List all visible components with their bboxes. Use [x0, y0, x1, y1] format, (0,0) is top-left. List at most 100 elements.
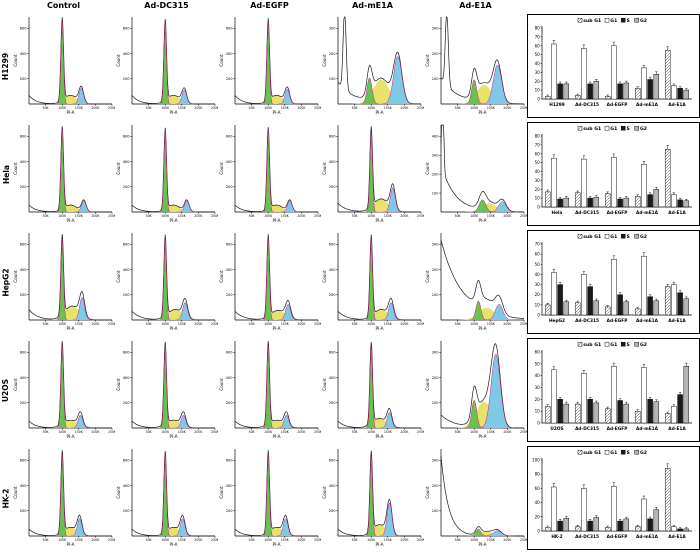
x-axis-label: PI-A: [272, 110, 280, 115]
x-tick-label: 50K: [352, 430, 359, 434]
model-fit-line: [480, 64, 514, 105]
x-tick-label: 50K: [146, 106, 153, 110]
flow-plot-svg: 200 400 600 50K 100K 150K 200K 250K PI-A Count: [13, 449, 117, 547]
model-fit-line: [56, 454, 68, 537]
x-axis-label: PI-A: [375, 434, 383, 439]
histogram-outline: [131, 234, 215, 321]
bar-chart-panel-h1299: 0 10 20 30 40 50 60 70 80 H1299 Ad-DC315 Ad-EGFP Ad-…: [527, 14, 700, 118]
y-tick-label: 0: [537, 205, 540, 210]
y-tick-label: 70: [535, 242, 541, 247]
y-tick-label: 400: [123, 268, 131, 272]
flow-plot-svg: 100 200 300 400 50K 100K 150K 200K 250K PI-A Count: [425, 124, 529, 223]
x-tick-label: 100K: [470, 322, 479, 326]
x-tick-label: 50K: [146, 322, 153, 326]
y-tick-label: 300: [432, 27, 440, 31]
y-tick-label: 80: [535, 134, 541, 139]
y-tick-label: 200: [329, 185, 337, 189]
bar-sub-g1: [604, 193, 611, 208]
legend-label: G2: [640, 18, 647, 24]
y-tick-label: 400: [20, 52, 28, 56]
y-tick-label: 200: [432, 268, 440, 272]
bar-s: [647, 194, 653, 208]
bar-g2: [593, 196, 600, 208]
y-tick-label: 400: [20, 160, 28, 164]
x-tick-label: 100K: [58, 106, 67, 110]
flow-plot-svg: 200 400 600 50K 100K 150K 200K 250K PI-A Count: [13, 125, 117, 223]
flow-plot-hepg2-control: 200 400 600 50K 100K 150K 200K 250K PI-A Count: [12, 228, 117, 336]
x-axis-label: PI-A: [375, 326, 383, 331]
category-label: Ad-EGFP: [607, 210, 628, 216]
y-tick-label: 200: [20, 185, 28, 189]
legend-swatch-g1: [604, 233, 610, 239]
x-tick-label: 200K: [503, 430, 512, 434]
figure-row-hk-2: HK-2 200 400 600 50K 100K 150K 200K 250K PI-A Coun…: [0, 444, 700, 552]
x-tick-label: 150K: [75, 214, 84, 218]
x-tick-label: 50K: [43, 214, 50, 218]
x-tick-label: 250K: [314, 430, 321, 434]
y-tick-label: 200: [226, 77, 234, 81]
legend-swatch-sub-g1: [577, 341, 583, 347]
phase-s-fill: [441, 531, 524, 536]
x-tick-label: 250K: [211, 538, 218, 542]
x-tick-label: 150K: [75, 430, 84, 434]
y-tick-label: 300: [329, 27, 337, 31]
row-label-text: H1299: [1, 52, 11, 80]
flow-plot-svg: 100 200 300 50K 100K 150K 200K 250K PI-A Count: [425, 449, 529, 547]
y-tick-label: 600: [226, 243, 234, 247]
y-tick-label: 0: [537, 421, 540, 426]
category-label: Ad-mE1A: [636, 102, 659, 108]
bar-sub-g1: [664, 468, 671, 532]
x-tick-label: 50K: [43, 322, 50, 326]
bar-g1: [581, 488, 587, 532]
x-tick-label: 250K: [211, 322, 218, 326]
row-label: U2OS: [0, 336, 12, 444]
phase-g2-fill: [338, 56, 421, 104]
row-label-text: Hela: [1, 164, 11, 184]
column-headers: Control Ad-DC315 Ad-EGFP Ad-mE1A Ad-E1A: [12, 0, 527, 12]
y-tick-label: 400: [20, 484, 28, 488]
bar-g1: [641, 255, 647, 316]
model-fit-line: [262, 454, 274, 537]
phase-g1-fill: [441, 199, 524, 212]
x-tick-label: 150K: [281, 538, 290, 542]
y-tick-label: 400: [226, 160, 234, 164]
y-tick-label: 80: [535, 26, 541, 31]
y-tick-label: 600: [226, 351, 234, 355]
model-fit-line: [464, 79, 485, 105]
x-tick-label: 200K: [194, 106, 203, 110]
legend-label: S: [627, 126, 630, 132]
bar-sub-g1: [604, 527, 611, 532]
bar-s: [677, 394, 683, 424]
model-fit-line: [175, 89, 194, 105]
x-tick-label: 100K: [161, 322, 170, 326]
y-axis-label: Count: [425, 378, 430, 391]
phase-s-fill: [338, 524, 421, 536]
x-tick-label: 100K: [367, 214, 376, 218]
flow-plot-h1299-ad-dc315: 200 400 600 50K 100K 150K 200K 250K PI-A Count: [115, 12, 220, 120]
x-tick-label: 250K: [108, 106, 115, 110]
histogram-outline: [440, 455, 524, 537]
bar-sub-g1: [634, 88, 641, 100]
x-axis-label: PI-A: [272, 326, 280, 331]
x-tick-label: 150K: [178, 538, 187, 542]
phase-s-fill: [132, 527, 215, 536]
flow-plot-u2os-ad-egfp: 200 400 600 50K 100K 150K 200K 250K PI-A Count: [218, 336, 323, 444]
bar-g1: [611, 157, 617, 208]
bar-sub-g1: [604, 96, 611, 100]
x-tick-label: 50K: [455, 538, 462, 542]
x-tick-label: 100K: [264, 322, 273, 326]
x-tick-label: 250K: [520, 430, 527, 434]
bar-sub-g1: [544, 304, 551, 316]
x-tick-label: 100K: [264, 538, 273, 542]
flow-plot-hk-2-ad-dc315: 200 400 600 50K 100K 150K 200K 250K PI-A Count: [115, 444, 220, 552]
model-fit-line: [277, 414, 296, 429]
x-tick-label: 150K: [75, 106, 84, 110]
legend-swatch-g2: [634, 17, 639, 23]
histogram-outline: [234, 341, 318, 429]
category-label: H1299: [549, 102, 565, 108]
x-tick-label: 50K: [146, 430, 153, 434]
category-label: Ad-DC315: [575, 210, 599, 216]
histogram-outline: [131, 127, 215, 213]
legend-swatch-sub-g1: [577, 125, 583, 131]
x-tick-label: 250K: [211, 430, 218, 434]
